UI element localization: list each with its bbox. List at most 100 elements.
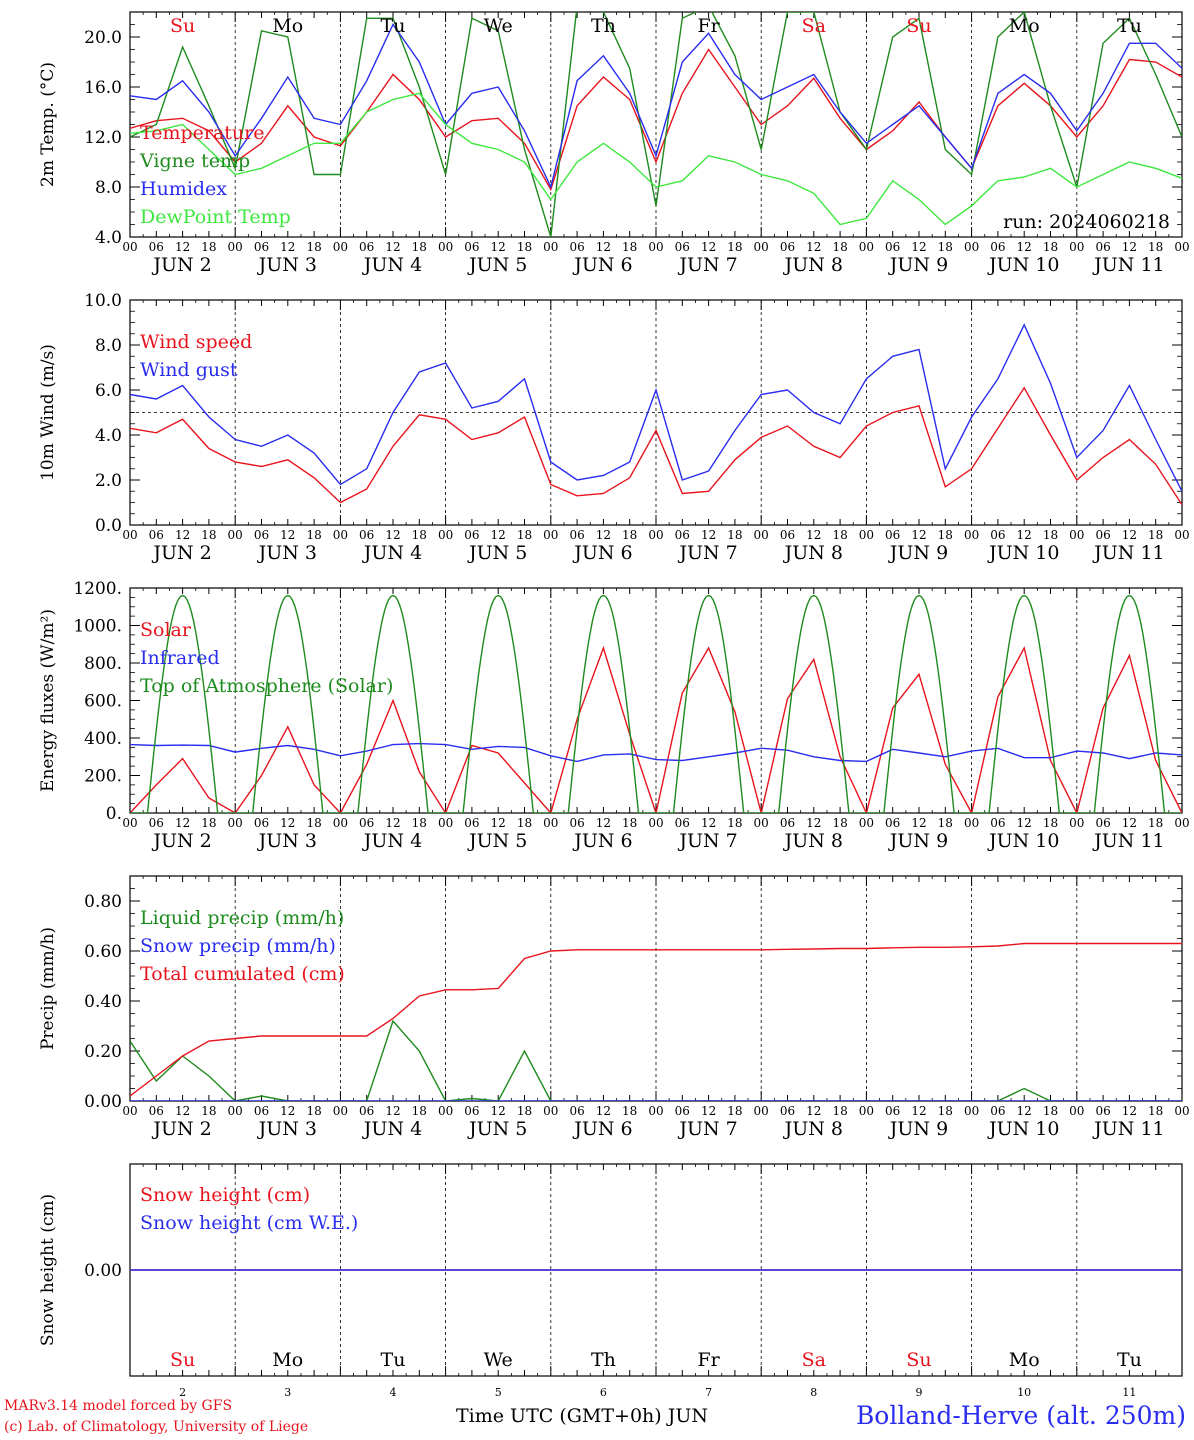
- legend-entry: Humidex: [140, 178, 227, 200]
- legend-entry: Vigne temp: [139, 150, 250, 172]
- hour-tick-label: 00: [648, 1104, 663, 1118]
- day-axis-label: JUN 10: [987, 542, 1059, 564]
- day-axis-label: JUN 4: [362, 1118, 422, 1140]
- day-axis-label: JUN 11: [1092, 1118, 1164, 1140]
- hour-tick-label: 00: [859, 240, 874, 254]
- hour-tick-label: 18: [938, 1104, 953, 1118]
- hour-tick-label: 12: [175, 816, 190, 830]
- hour-tick-label: 18: [1043, 528, 1058, 542]
- hour-tick-label: 12: [1122, 1104, 1137, 1118]
- y-tick-label: 0.80: [84, 892, 122, 912]
- hour-tick-label: 12: [280, 1104, 295, 1118]
- hour-tick-label: 00: [754, 528, 769, 542]
- day-of-week-label: Sa: [802, 1349, 826, 1371]
- day-axis-label: JUN 2: [151, 542, 211, 564]
- y-tick-label: 12.0: [84, 128, 122, 148]
- y-tick-label: 200.: [84, 767, 122, 787]
- legend-entry: Liquid precip (mm/h): [140, 907, 344, 929]
- hour-tick-label: 12: [1017, 240, 1032, 254]
- hour-tick-label: 18: [517, 1104, 532, 1118]
- day-of-week-label: Th: [591, 1349, 616, 1371]
- hour-tick-label: 06: [1095, 1104, 1110, 1118]
- day-axis-label: JUN 8: [783, 254, 843, 276]
- day-axis-label: JUN 2: [151, 254, 211, 276]
- y-tick-label: 800.: [84, 654, 122, 674]
- hour-tick-label: 12: [701, 816, 716, 830]
- hour-tick-label: 12: [280, 528, 295, 542]
- y-axis-title: 2m Temp. (°C): [38, 62, 58, 187]
- legend-entry: Top of Atmosphere (Solar): [140, 675, 393, 697]
- hour-tick-label: 18: [517, 528, 532, 542]
- y-tick-label: 0.: [106, 804, 122, 824]
- hour-tick-label: 00: [1069, 816, 1084, 830]
- day-of-week-label: Su: [906, 15, 931, 37]
- y-axis-title: 10m Wind (m/s): [38, 344, 58, 481]
- hour-tick-label: 06: [149, 528, 164, 542]
- hour-tick-label: 18: [622, 816, 637, 830]
- hour-tick-label: 00: [122, 816, 137, 830]
- hour-tick-label: 00: [333, 528, 348, 542]
- hour-tick-label: 12: [701, 240, 716, 254]
- y-tick-label: 1000.: [73, 617, 122, 637]
- day-of-week-label: Sa: [802, 15, 826, 37]
- hour-tick-label: 00: [228, 528, 243, 542]
- day-number-label: 10: [1017, 1386, 1031, 1399]
- hour-tick-label: 18: [201, 1104, 216, 1118]
- series-line-4: [130, 92, 1182, 226]
- hour-tick-label: 00: [964, 240, 979, 254]
- hour-tick-label: 00: [754, 240, 769, 254]
- hour-tick-label: 00: [1069, 528, 1084, 542]
- hour-tick-label: 18: [201, 528, 216, 542]
- day-of-week-label: Tu: [1117, 1349, 1142, 1371]
- y-tick-label: 10.0: [84, 291, 122, 311]
- hour-tick-label: 12: [1122, 816, 1137, 830]
- day-axis-label: JUN 2: [151, 1118, 211, 1140]
- time-axis-label: Time UTC (GMT+0h) JUN: [456, 1405, 708, 1427]
- hour-tick-label: 06: [990, 1104, 1005, 1118]
- series-line-1: [130, 1019, 1182, 1101]
- hour-tick-label: 18: [832, 528, 847, 542]
- hour-tick-label: 00: [964, 528, 979, 542]
- hour-tick-label: 18: [727, 1104, 742, 1118]
- series-line-1: [130, 645, 1182, 813]
- day-number-label: 11: [1122, 1386, 1136, 1399]
- y-tick-label: 0.20: [84, 1042, 122, 1062]
- hour-tick-label: 12: [806, 816, 821, 830]
- hour-tick-label: 18: [727, 816, 742, 830]
- panel-2: 00 06 12 18 00 06 12 18 00 06 12 18 00 06 12 18 00 06 12 18…: [38, 291, 1190, 564]
- hour-tick-label: 06: [464, 528, 479, 542]
- legend-entry: DewPoint Temp: [140, 206, 291, 228]
- hour-tick-label: 18: [1148, 240, 1163, 254]
- hour-tick-label: 06: [1095, 528, 1110, 542]
- hour-tick-label: 12: [911, 1104, 926, 1118]
- day-axis-label: JUN 9: [888, 542, 948, 564]
- day-axis-label: JUN 8: [783, 830, 843, 852]
- day-axis-label: JUN 9: [888, 1118, 948, 1140]
- panel-frame: [129, 587, 1183, 814]
- hour-tick-label: 06: [675, 528, 690, 542]
- hour-tick-label: 06: [569, 240, 584, 254]
- panel-1: 00 06 12 18 00 06 12 18 00 06 12 18 00 06 12 18 00 06 12 18…: [38, 11, 1190, 276]
- day-axis-label: JUN 4: [362, 542, 422, 564]
- hour-tick-label: 06: [1095, 816, 1110, 830]
- day-axis-label: JUN 2: [151, 830, 211, 852]
- day-axis-label: JUN 7: [677, 542, 737, 564]
- y-tick-label: 4.0: [95, 228, 122, 248]
- y-tick-label: 0.0: [95, 516, 122, 536]
- hour-tick-label: 12: [596, 240, 611, 254]
- hour-tick-label: 18: [306, 1104, 321, 1118]
- day-of-week-label: Mo: [272, 1349, 303, 1371]
- day-number-label: 8: [810, 1386, 817, 1399]
- legend-entry: Snow height (cm W.E.): [140, 1212, 358, 1234]
- model-credit: MARv3.14 model forced by GFS: [4, 1398, 233, 1414]
- hour-tick-label: 00: [438, 240, 453, 254]
- time-axis-month: JUN: [667, 1405, 709, 1427]
- hour-tick-label: 00: [1069, 1104, 1084, 1118]
- legend-entry: Infrared: [140, 647, 220, 669]
- panel-5: 0.00 Snow height (cm) Snow height (cm) Snow…: [38, 1163, 1183, 1399]
- legend-entry: Wind gust: [140, 359, 238, 381]
- hour-tick-label: 12: [175, 528, 190, 542]
- day-of-week-label: Th: [591, 15, 616, 37]
- day-axis-label: JUN 6: [572, 254, 632, 276]
